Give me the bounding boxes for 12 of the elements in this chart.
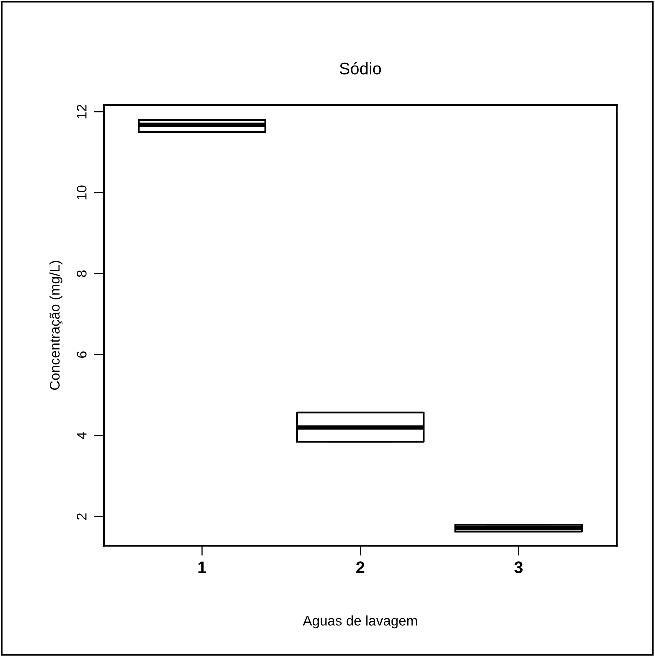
y-tick-label: 2 bbox=[76, 514, 87, 520]
y-tick-label: 8 bbox=[76, 270, 87, 278]
x-tick-label: 3 bbox=[514, 562, 523, 574]
x-tick-label: 1 bbox=[198, 562, 206, 574]
x-tick-label: 2 bbox=[356, 562, 365, 574]
y-tick-label: 6 bbox=[76, 352, 87, 358]
chart-title: Sódio bbox=[340, 62, 382, 75]
y-tick-label: 4 bbox=[77, 432, 87, 440]
x-axis-title: Aguas de lavagem bbox=[303, 616, 418, 629]
y-axis-title: Concentração (mg/L) bbox=[50, 261, 63, 390]
y-tick-label: 12 bbox=[76, 104, 87, 119]
y-tick-label: 10 bbox=[76, 186, 87, 200]
